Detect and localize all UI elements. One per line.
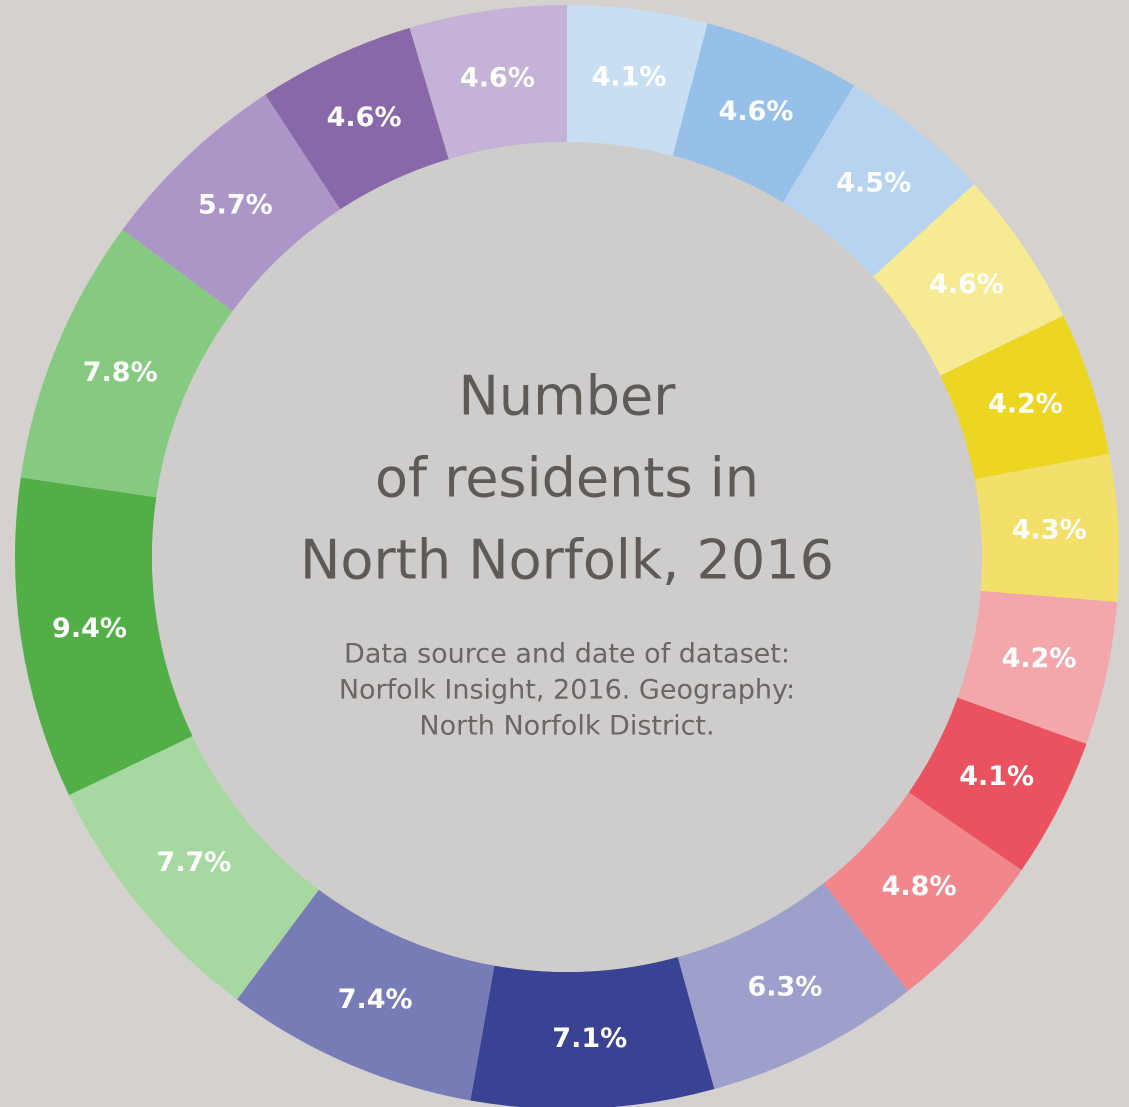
pie-segment [677,883,909,1089]
pie-segment [908,697,1087,871]
pie-segment [20,229,233,498]
pie-segment [236,889,495,1101]
value-label: 7.4% [338,984,413,1015]
chart-title: Number [459,365,677,428]
value-label: 6.3% [747,972,822,1003]
value-label: 4.2% [988,388,1063,419]
value-label: 4.6% [327,102,402,133]
value-label: 7.7% [156,847,231,878]
value-label: 4.6% [460,63,535,94]
pie-segment [974,453,1119,603]
value-label: 4.6% [719,96,794,127]
value-label: 4.1% [592,62,667,93]
value-label: 4.2% [1002,643,1077,674]
value-label: 4.1% [959,761,1034,792]
value-label: 4.5% [836,167,911,198]
pie-segment [823,792,1022,992]
pie-segment [265,27,449,210]
pie-segment [122,94,341,311]
chart-subtitle: Data source and date of dataset: [344,639,790,670]
pie-segment [782,85,975,277]
pie-segment [940,315,1110,480]
chart-title: of residents in [375,447,759,510]
pie-segment [14,477,193,796]
pie-segment [409,5,567,160]
chart-subtitle: North Norfolk District. [419,711,714,742]
pie-segment [957,590,1118,744]
pie-segment [672,23,854,203]
value-label: 4.8% [882,871,957,902]
value-label: 7.1% [552,1023,627,1054]
pie-segment [873,184,1064,376]
chart-subtitle: Norfolk Insight, 2016. Geography: [339,675,795,706]
value-label: 4.3% [1012,515,1087,546]
value-label: 7.8% [83,357,158,388]
pie-segment [567,5,708,156]
value-label: 5.7% [198,189,273,220]
pie-segment [69,736,319,1000]
value-label: 9.4% [52,613,127,644]
pie-segment [470,956,715,1107]
chart-title: North Norfolk, 2016 [300,529,834,592]
value-label: 4.6% [929,269,1004,300]
donut-hole [152,142,982,972]
